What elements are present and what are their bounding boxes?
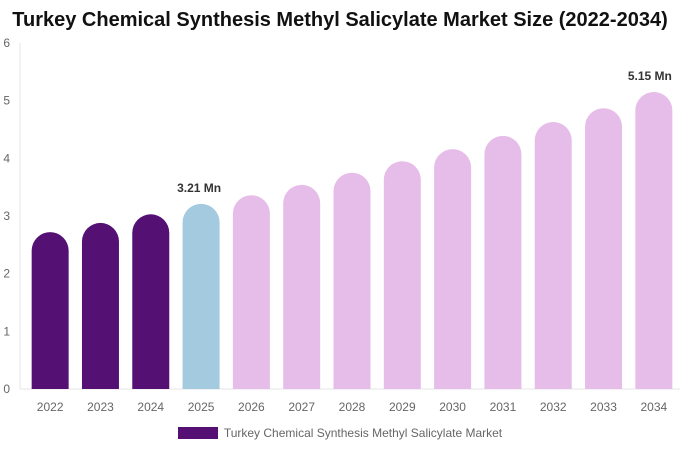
x-tick-label: 2031 [490,400,517,414]
bar-2027 [283,184,321,389]
chart-title: Turkey Chemical Synthesis Methyl Salicyl… [12,9,668,31]
bar-2031 [484,135,522,389]
x-tick-label: 2024 [137,400,164,414]
bar-2030 [434,149,472,389]
x-tick-label: 2023 [87,400,114,414]
x-tick-label: 2032 [540,400,567,414]
bar-2034 [635,92,673,390]
x-tick-label: 2030 [439,400,466,414]
bar-2033 [585,108,623,390]
legend-label: Turkey Chemical Synthesis Methyl Salicyl… [223,426,503,440]
x-tick-label: 2034 [640,400,667,414]
legend-swatch [177,427,218,439]
bar-2024 [132,214,170,389]
x-tick-label: 2029 [389,400,416,414]
y-tick-label: 0 [3,382,10,396]
y-tick-label: 4 [3,151,10,165]
bar-2025 [182,203,220,389]
y-tick-label: 2 [3,267,10,281]
y-tick-label: 3 [3,209,10,223]
bar-2026 [232,195,270,389]
x-tick-label: 2033 [590,400,617,414]
x-tick-label: 2022 [37,400,64,414]
data-label-2034: 5.15 Mn [628,69,672,83]
x-tick-label: 2028 [339,400,366,414]
y-tick-label: 5 [3,94,10,108]
bar-2029 [383,161,421,389]
x-tick-label: 2026 [238,400,265,414]
bar-2028 [333,172,371,389]
y-tick-label: 6 [3,36,10,50]
data-label-2025: 3.21 Mn [177,181,221,195]
x-tick-label: 2025 [188,400,215,414]
bar-2022 [31,232,69,389]
bar-2032 [534,122,572,390]
x-tick-label: 2027 [288,400,315,414]
legend: Turkey Chemical Synthesis Methyl Salicyl… [0,426,680,440]
y-tick-label: 1 [3,324,10,338]
bar-2023 [81,222,119,389]
